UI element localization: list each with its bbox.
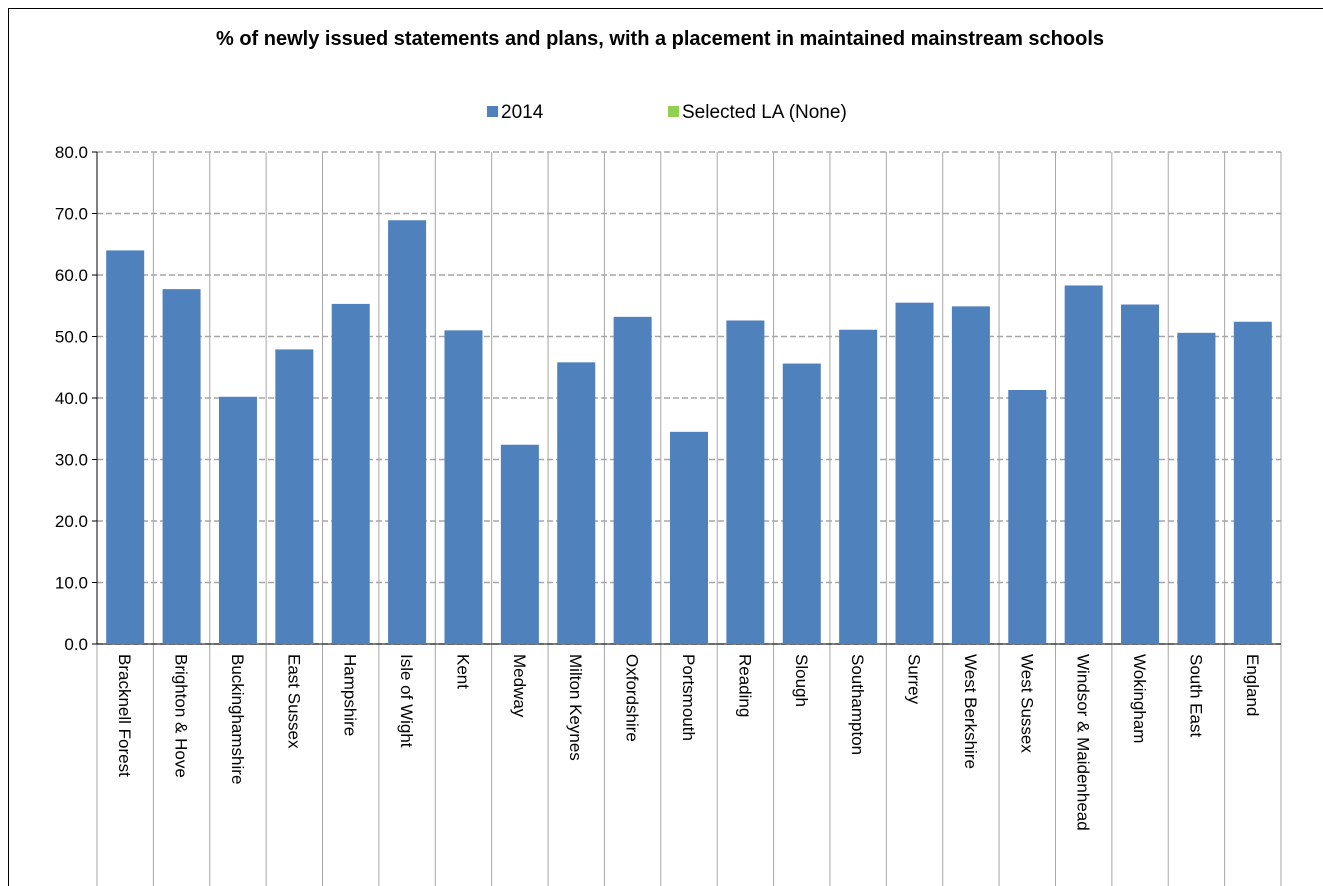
y-tick-label: 50.0 <box>55 328 88 347</box>
bar <box>106 250 145 644</box>
bar <box>444 330 483 644</box>
y-tick-label: 80.0 <box>55 143 88 162</box>
x-tick-label: Southampton <box>848 654 867 755</box>
bar <box>275 349 314 644</box>
bar <box>895 302 934 644</box>
x-tick-label: West Sussex <box>1017 654 1036 753</box>
y-tick-label: 20.0 <box>55 512 88 531</box>
bar <box>782 363 821 644</box>
y-tick-label: 30.0 <box>55 451 88 470</box>
y-tick-label: 10.0 <box>55 574 88 593</box>
y-tick-label: 40.0 <box>55 389 88 408</box>
bar <box>670 431 708 644</box>
bar <box>162 289 201 644</box>
x-tick-label: Windsor & Maidenhead <box>1074 654 1093 831</box>
legend-label: Selected LA (None) <box>682 102 847 123</box>
bar <box>951 306 990 644</box>
x-tick-label: Buckinghamshire <box>228 654 247 784</box>
y-tick-label: 60.0 <box>55 266 88 285</box>
x-tick-label: Isle of Wight <box>397 654 416 748</box>
bar <box>1177 332 1216 644</box>
x-tick-label: Portsmouth <box>679 654 698 741</box>
x-tick-label: Surrey <box>905 654 924 705</box>
bar <box>218 396 257 644</box>
legend-label: 2014 <box>501 102 544 123</box>
bar <box>500 444 539 644</box>
x-tick-label: East Sussex <box>284 654 303 749</box>
bar <box>1064 285 1103 644</box>
y-tick-label: 0.0 <box>64 635 88 654</box>
x-tick-label: Hampshire <box>341 654 360 736</box>
x-tick-label: Wokingham <box>1130 654 1149 743</box>
x-tick-label: Medway <box>510 654 529 718</box>
x-tick-label: Milton Keynes <box>566 654 585 761</box>
x-tick-label: England <box>1243 654 1262 716</box>
chart-title: % of newly issued statements and plans, … <box>215 28 1105 50</box>
x-tick-label: Reading <box>735 654 754 717</box>
bar <box>331 303 370 644</box>
legend-swatch <box>668 106 679 117</box>
bar <box>1008 390 1047 644</box>
x-tick-label: Bracknell Forest <box>115 654 134 777</box>
x-tick-label: Kent <box>453 654 472 689</box>
bar <box>388 220 427 644</box>
bar <box>613 316 652 644</box>
x-tick-label: South East <box>1186 654 1205 737</box>
bar <box>1121 304 1160 644</box>
legend-swatch <box>487 106 498 117</box>
x-tick-label: Brighton & Hove <box>172 654 191 778</box>
bar <box>1233 321 1272 644</box>
bar <box>839 329 878 644</box>
y-tick-label: 70.0 <box>55 205 88 224</box>
bar <box>557 362 596 644</box>
x-tick-label: West Berkshire <box>961 654 980 769</box>
chart-border <box>8 8 1323 886</box>
x-tick-label: Oxfordshire <box>623 654 642 742</box>
x-tick-label: Slough <box>792 654 811 707</box>
bar <box>726 320 765 644</box>
